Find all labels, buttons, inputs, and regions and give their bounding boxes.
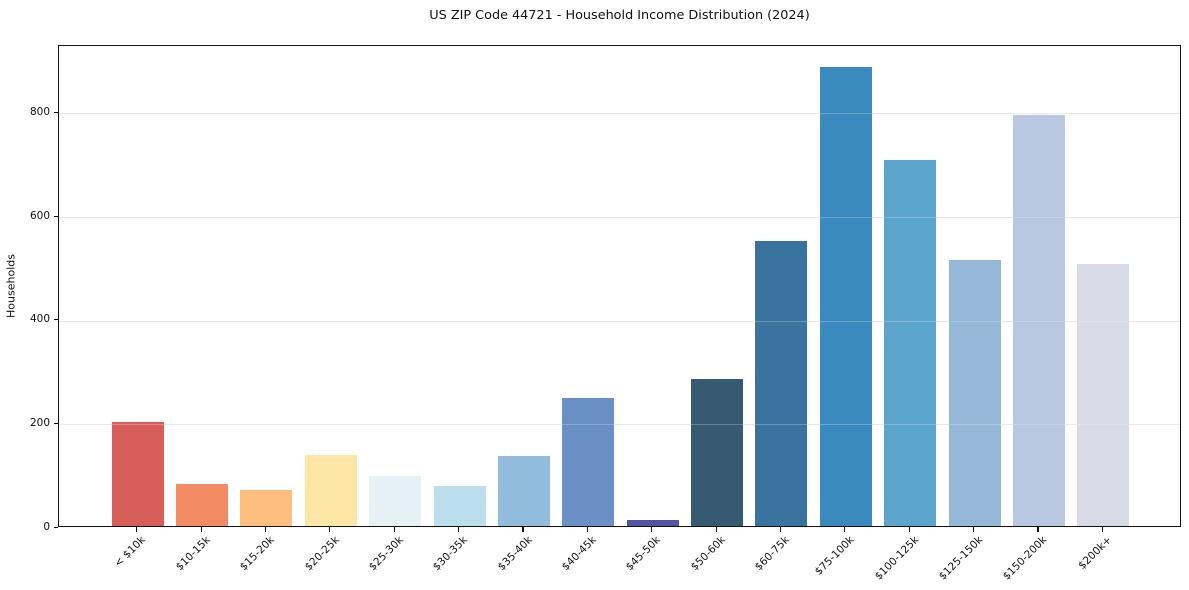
x-tick-label: $60-75k — [752, 534, 792, 574]
y-tick-label: 400 — [29, 313, 50, 326]
x-tick-mark — [329, 527, 331, 532]
x-tick-mark — [715, 527, 717, 532]
gridline-overlay — [59, 424, 1180, 426]
gridline — [59, 217, 1180, 218]
bar-13 — [948, 260, 1001, 526]
x-tick-label: $150-200k — [1000, 534, 1050, 583]
x-tick-label: $10-15k — [173, 534, 213, 574]
x-tick-mark — [1037, 527, 1039, 532]
bar-7 — [562, 398, 615, 526]
x-tick-mark — [908, 527, 910, 532]
x-tick-mark — [779, 527, 782, 532]
x-tick-mark — [973, 527, 975, 532]
x-tick-label: $45-50k — [624, 534, 664, 574]
bar-4 — [369, 475, 422, 526]
y-tick-label: 200 — [29, 416, 50, 429]
gridline — [59, 113, 1180, 115]
x-tick-label: < $10k — [112, 534, 149, 570]
gridline — [59, 320, 1180, 322]
x-tick-mark — [136, 527, 138, 532]
x-tick-mark — [522, 527, 524, 532]
gridline — [59, 424, 1180, 426]
y-axis-label: Households — [4, 254, 18, 318]
bar-2 — [240, 489, 293, 526]
y-tick-mark — [53, 111, 58, 114]
x-tick-label: $20-25k — [302, 534, 342, 574]
y-tick-label: 600 — [29, 209, 50, 222]
x-tick-label: $15-20k — [237, 534, 277, 574]
bar-12 — [884, 160, 937, 526]
bar-1 — [176, 483, 229, 526]
bar-3 — [304, 454, 357, 526]
plot-area — [58, 45, 1181, 527]
x-tick-mark — [586, 527, 588, 532]
x-tick-label: $75-100k — [812, 534, 857, 578]
x-tick-mark — [651, 527, 653, 532]
x-tick-label: $200k+ — [1075, 534, 1114, 572]
x-tick-label: $30-35k — [431, 534, 471, 574]
bar-11 — [819, 67, 872, 526]
bar-10 — [755, 240, 808, 526]
y-tick-mark — [53, 526, 58, 528]
y-tick-mark — [53, 319, 58, 321]
gridline-overlay — [59, 217, 1180, 218]
x-tick-label: $25-30k — [366, 534, 406, 574]
gridline-overlay — [59, 320, 1180, 322]
bar-8 — [626, 519, 679, 526]
bar-5 — [433, 486, 486, 526]
x-tick-label: $100-125k — [872, 534, 921, 583]
x-tick-mark — [264, 527, 267, 532]
x-tick-mark — [393, 527, 395, 532]
x-tick-mark — [458, 527, 460, 532]
x-tick-label: $40-45k — [559, 534, 599, 574]
x-tick-label: $125-150k — [936, 534, 986, 583]
bar-6 — [497, 456, 550, 526]
y-tick-mark — [53, 215, 58, 217]
x-tick-label: $35-40k — [495, 534, 535, 574]
bar-14 — [1012, 114, 1065, 526]
gridline-overlay — [59, 113, 1180, 115]
x-tick-label: $50-60k — [688, 534, 728, 574]
chart-title: US ZIP Code 44721 - Household Income Dis… — [429, 8, 810, 23]
bar-9 — [691, 379, 744, 526]
bar-15 — [1077, 264, 1130, 526]
x-tick-mark — [200, 527, 202, 532]
y-tick-label: 800 — [29, 105, 50, 118]
x-tick-mark — [1101, 527, 1103, 532]
y-tick-mark — [53, 422, 58, 425]
y-tick-label: 0 — [43, 520, 50, 533]
bar-0 — [111, 422, 164, 526]
x-tick-mark — [844, 527, 846, 532]
